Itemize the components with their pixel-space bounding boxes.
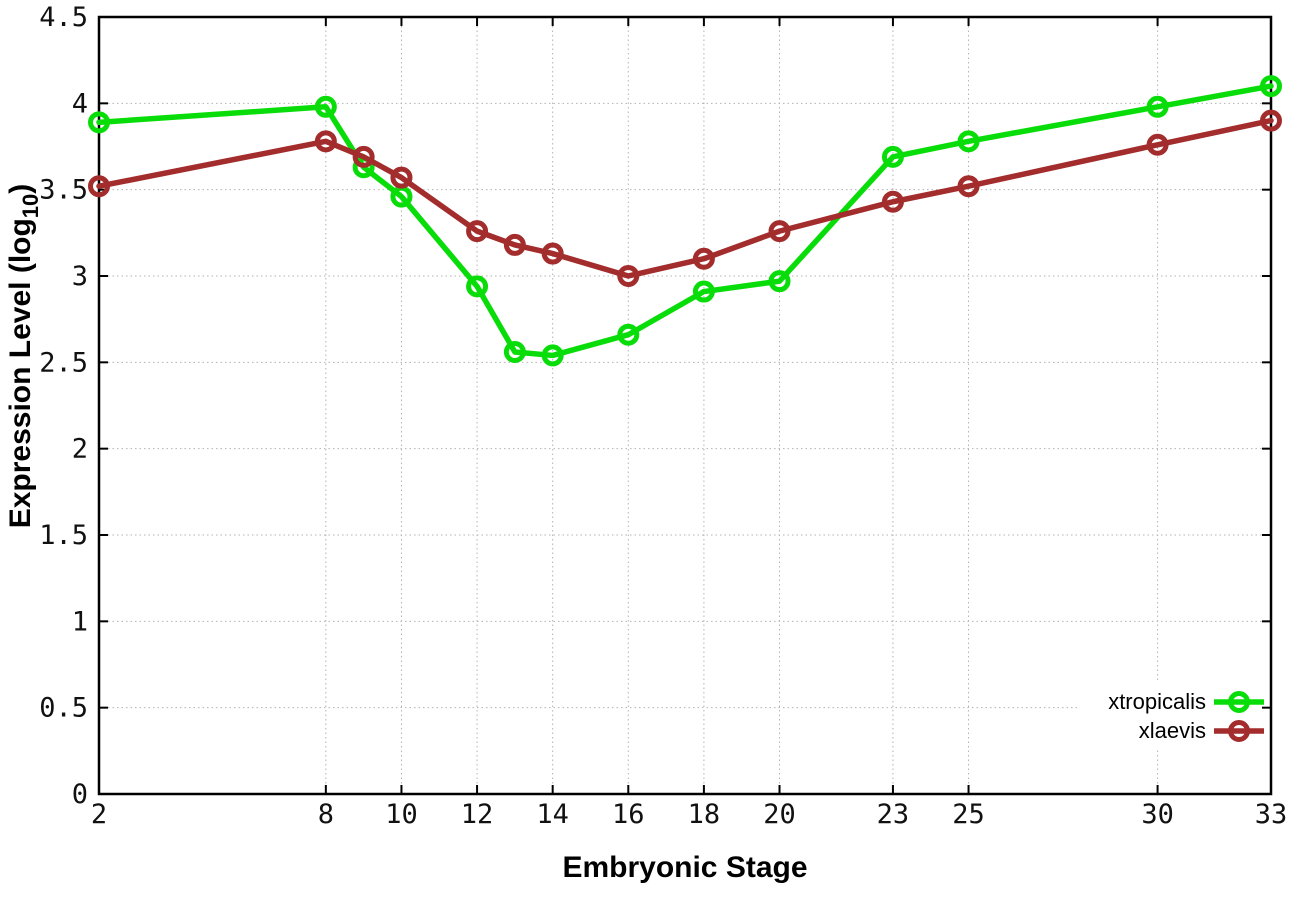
data-point-xtropicalis bbox=[314, 95, 337, 118]
data-point-xtropicalis bbox=[881, 145, 904, 168]
legend: xtropicalis xlaevis bbox=[1108, 689, 1264, 743]
data-point-xlaevis bbox=[1146, 133, 1169, 156]
legend-swatches bbox=[1214, 691, 1264, 742]
x-axis-label: Embryonic Stage bbox=[562, 851, 807, 884]
plot-border-and-ticks bbox=[97, 15, 1273, 796]
data-point-xlaevis bbox=[88, 175, 110, 198]
data-point-xlaevis bbox=[1260, 109, 1282, 132]
data-point-xlaevis bbox=[541, 242, 564, 265]
y-tick-label: 4 bbox=[72, 88, 88, 119]
data-point-xtropicalis bbox=[617, 323, 640, 346]
y-tick-label: 4.5 bbox=[39, 2, 88, 33]
y-axis-label: Expression Level (log10) bbox=[4, 184, 43, 529]
legend-label-xlaevis: xlaevis bbox=[1139, 718, 1206, 743]
data-point-xtropicalis bbox=[541, 344, 564, 367]
x-tick-label: 10 bbox=[385, 799, 418, 830]
x-tick-label: 20 bbox=[763, 799, 796, 830]
data-point-xtropicalis bbox=[503, 340, 526, 363]
data-point-xtropicalis bbox=[692, 280, 715, 303]
x-tick-label: 23 bbox=[877, 799, 910, 830]
y-axis-label-main: Expression Level (log bbox=[4, 218, 37, 528]
legend-marker-xtropicalis bbox=[1228, 691, 1250, 713]
y-axis-label-end: ) bbox=[4, 184, 37, 194]
data-point-xlaevis bbox=[466, 220, 489, 243]
x-tick-label: 30 bbox=[1141, 799, 1174, 830]
data-point-xlaevis bbox=[768, 220, 791, 243]
x-tick-label: 25 bbox=[952, 799, 985, 830]
data-point-xlaevis bbox=[692, 247, 715, 270]
series-line-xlaevis bbox=[96, 117, 1274, 279]
x-tick-label: 33 bbox=[1255, 799, 1288, 830]
plot-border bbox=[97, 15, 1273, 796]
data-point-xlaevis bbox=[617, 265, 640, 287]
y-tick-label: 1.5 bbox=[39, 520, 88, 551]
x-tick-label: 2 bbox=[91, 799, 107, 830]
y-tick-label: 2 bbox=[72, 434, 88, 465]
data-point-xlaevis bbox=[957, 175, 980, 198]
x-tick-label: 18 bbox=[688, 799, 721, 830]
tick-labels: 2 8 10 12 14 16 18 20 23 25 30 33 0 0.5 1 1.5 2 2.5 3 3.5 4 4… bbox=[39, 2, 1287, 830]
data-point-xlaevis bbox=[390, 166, 413, 189]
y-tick-label: 3 bbox=[72, 261, 88, 292]
legend-marker-xlaevis bbox=[1228, 720, 1250, 742]
x-tick-label: 12 bbox=[461, 799, 494, 830]
data-point-xlaevis bbox=[314, 130, 337, 153]
data-series bbox=[88, 75, 1282, 367]
data-point-xtropicalis bbox=[768, 270, 791, 293]
y-tick-label: 3.5 bbox=[39, 175, 88, 206]
legend-label-xtropicalis: xtropicalis bbox=[1108, 689, 1206, 714]
x-tick-label: 14 bbox=[536, 799, 569, 830]
data-point-xtropicalis bbox=[1260, 75, 1282, 98]
data-point-xtropicalis bbox=[88, 111, 110, 134]
x-tick-label: 8 bbox=[318, 799, 334, 830]
series-line-xtropicalis bbox=[96, 83, 1274, 359]
data-point-xtropicalis bbox=[1146, 95, 1169, 118]
gridlines bbox=[98, 16, 1272, 795]
y-tick-label: 0.5 bbox=[39, 693, 88, 724]
y-tick-label: 0 bbox=[72, 779, 88, 810]
y-axis-label-subscript: 10 bbox=[18, 194, 43, 218]
data-point-xtropicalis bbox=[957, 130, 980, 153]
x-tick-label: 16 bbox=[612, 799, 645, 830]
data-point-xtropicalis bbox=[466, 275, 489, 298]
data-point-xlaevis bbox=[881, 190, 904, 213]
y-tick-label: 2.5 bbox=[39, 347, 88, 378]
y-tick-label: 1 bbox=[72, 606, 88, 637]
data-point-xlaevis bbox=[503, 233, 526, 256]
data-point-xlaevis bbox=[352, 145, 375, 168]
